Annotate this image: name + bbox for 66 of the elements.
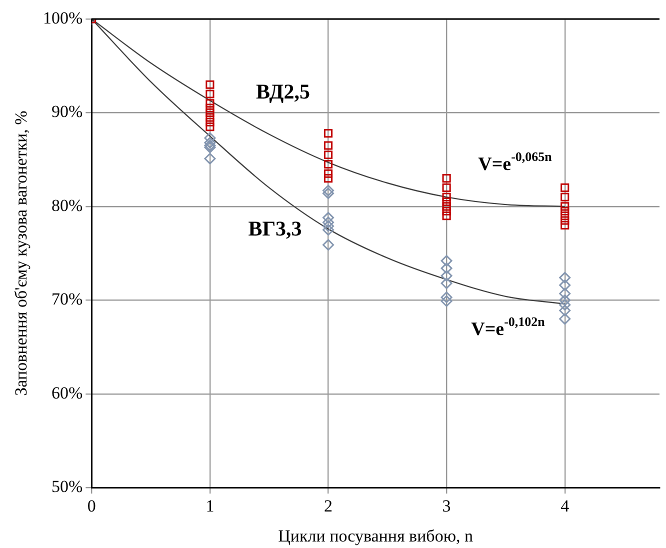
point (440, 270, 452, 282)
point (206, 80, 214, 89)
point (559, 299, 571, 311)
y-tick-label: 100% (42, 8, 83, 28)
point (322, 212, 334, 224)
point (442, 202, 451, 211)
point (559, 279, 571, 291)
point (322, 188, 334, 200)
point (442, 192, 451, 202)
y-tick-label: 70% (51, 290, 83, 309)
x-tick-label: 2 (324, 496, 333, 516)
series-label: ВД2,5 (256, 79, 310, 104)
y-axis-title: Заповнення об'єму кузова вагонетки, % (11, 110, 30, 396)
point (442, 183, 451, 192)
point (440, 255, 452, 267)
y-tick-label: 60% (51, 383, 83, 402)
x-tick-label: 1 (206, 496, 214, 516)
point (322, 224, 334, 236)
point (560, 183, 570, 192)
point (206, 108, 214, 118)
point (206, 104, 214, 112)
point (559, 288, 571, 300)
point (206, 99, 214, 108)
point (440, 295, 452, 307)
point (559, 294, 571, 306)
point (560, 206, 570, 216)
point (560, 220, 570, 230)
y-tick-label: 80% (51, 196, 83, 215)
point (322, 184, 334, 196)
point (322, 239, 334, 251)
point (324, 129, 333, 138)
point (322, 216, 334, 228)
point (324, 150, 333, 160)
point (204, 136, 216, 148)
point (559, 272, 571, 284)
x-tick-label: 0 (87, 496, 96, 516)
point (560, 202, 570, 211)
point (322, 220, 334, 232)
x-axis-title: Цикли посування вибою, n (278, 526, 474, 546)
point (206, 118, 214, 126)
point (324, 169, 333, 178)
point (559, 313, 571, 325)
point (560, 216, 570, 225)
point (559, 304, 571, 316)
point (560, 192, 570, 202)
point (442, 197, 451, 206)
point (440, 262, 452, 274)
y-tick-label: 50% (51, 477, 83, 496)
x-tick-label: 3 (442, 496, 451, 516)
point (204, 152, 216, 164)
point (560, 212, 570, 220)
point (206, 113, 214, 122)
point (206, 122, 214, 132)
point (442, 174, 451, 183)
point (206, 90, 214, 98)
point (324, 174, 333, 183)
point (204, 132, 216, 144)
series-label: ВГ3,3 (248, 216, 302, 240)
point (324, 160, 333, 169)
point (324, 141, 333, 150)
x-tick-label: 4 (560, 496, 570, 516)
point (440, 278, 452, 290)
point (442, 206, 451, 216)
point (442, 212, 451, 220)
point (440, 292, 452, 304)
y-tick-label: 90% (51, 102, 83, 122)
